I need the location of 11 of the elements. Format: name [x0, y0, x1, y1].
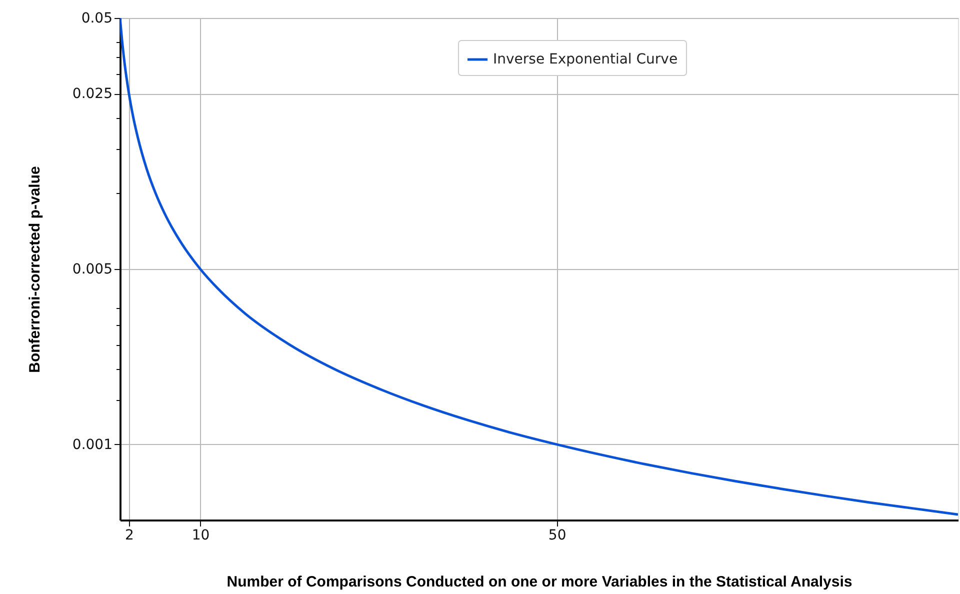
x-tick-label: 50	[548, 528, 566, 544]
y-tick-label: 0.025	[72, 86, 112, 102]
line-series	[120, 18, 958, 516]
x-tick-label: 10	[192, 528, 210, 544]
y-axis-title: Bonferroni-corrected p-value	[26, 166, 44, 373]
legend-label: Inverse Exponential Curve	[493, 52, 678, 68]
x-tick-label: 2	[124, 528, 134, 544]
x-axis-title: Number of Comparisons Conducted on one or more Variables in the Statistical Analysis	[226, 574, 852, 590]
y-tick-label: 0.001	[72, 436, 112, 453]
y-tick-label: 0.05	[81, 10, 112, 26]
y-tick-label: 0.005	[72, 262, 112, 278]
